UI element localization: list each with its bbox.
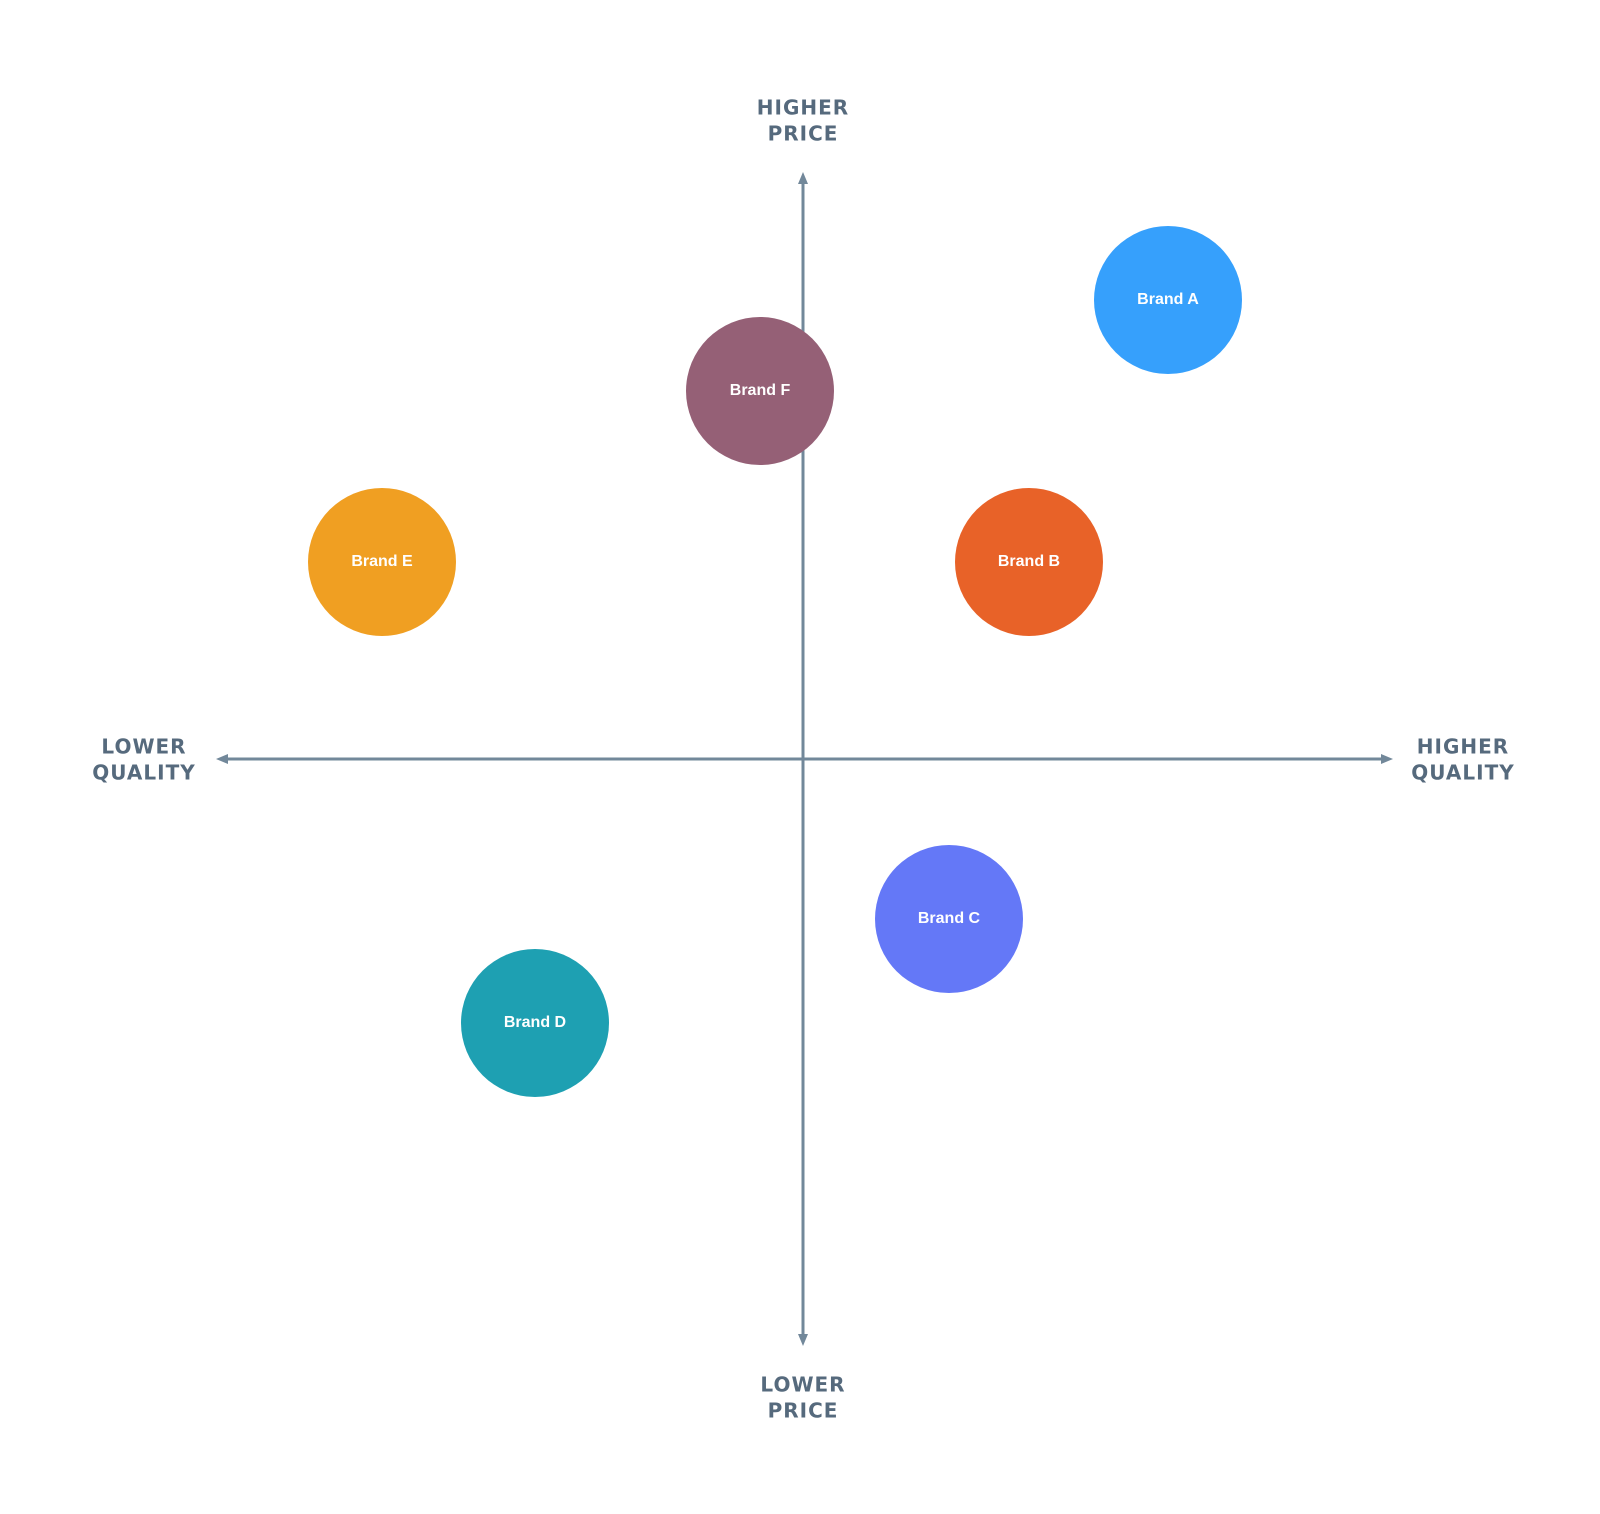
- brand-node: Brand B: [955, 488, 1103, 636]
- brand-label: Brand B: [998, 553, 1060, 570]
- arrow-right: [1381, 754, 1393, 764]
- brand-circle: [308, 488, 456, 636]
- brand-label: Brand F: [730, 382, 791, 399]
- arrow-up: [798, 172, 808, 184]
- brand-node: Brand E: [308, 488, 456, 636]
- brand-label: Brand A: [1137, 291, 1199, 308]
- brand-label: Brand C: [918, 910, 981, 927]
- axis-label: LOWER: [760, 1373, 845, 1397]
- axis-label: HIGHER: [757, 96, 849, 120]
- arrow-left: [216, 754, 228, 764]
- brand-circle: [875, 845, 1023, 993]
- arrow-down: [798, 1334, 808, 1346]
- brand-label: Brand E: [351, 553, 413, 570]
- axis-label: QUALITY: [1411, 761, 1514, 785]
- brand-circle: [955, 488, 1103, 636]
- axis-label: PRICE: [768, 1399, 839, 1423]
- brand-node: Brand D: [461, 949, 609, 1097]
- brand-node: Brand A: [1094, 226, 1242, 374]
- axis-label: QUALITY: [92, 761, 195, 785]
- brand-node: Brand C: [875, 845, 1023, 993]
- brand-circle: [1094, 226, 1242, 374]
- brand-node: Brand F: [686, 317, 834, 465]
- brand-circle: [461, 949, 609, 1097]
- axis-label: HIGHER: [1417, 735, 1509, 759]
- axis-label: PRICE: [768, 122, 839, 146]
- axis-label: LOWER: [101, 735, 186, 759]
- brand-label: Brand D: [504, 1014, 566, 1031]
- brand-circle: [686, 317, 834, 465]
